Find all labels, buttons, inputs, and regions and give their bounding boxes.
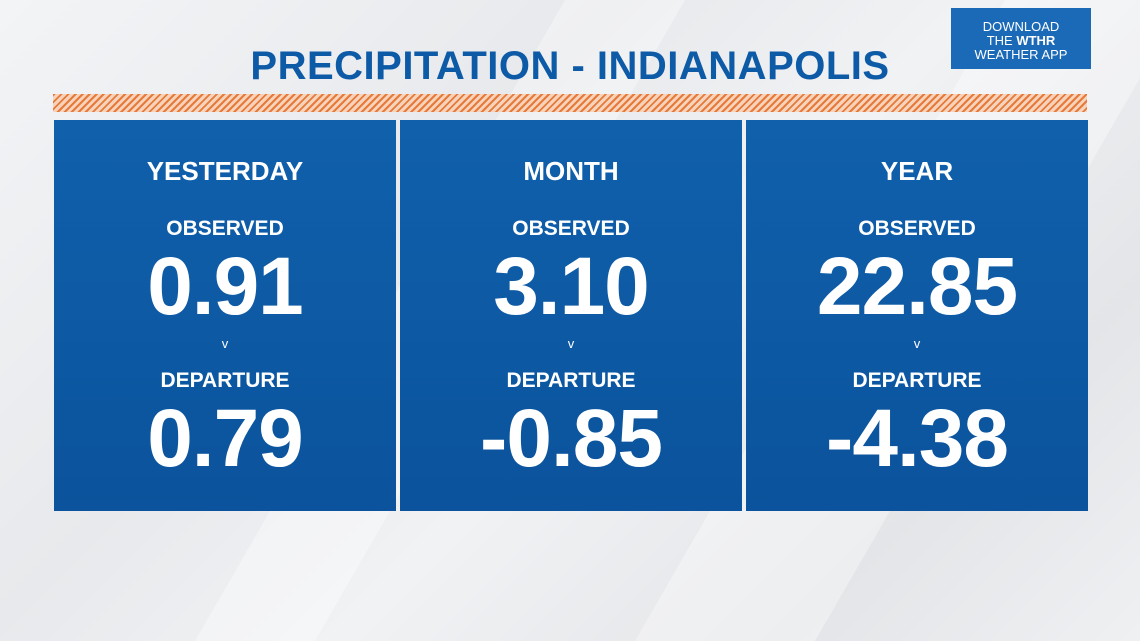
page-title: PRECIPITATION - INDIANAPOLIS [250, 44, 890, 88]
observed-value: 3.10 [493, 241, 650, 332]
decorative-stripe-bar [53, 94, 1087, 112]
panel-heading: MONTH [523, 156, 619, 186]
panel-yesterday: YESTERDAY OBSERVED 0.91 v DEPARTURE 0.79 [54, 120, 396, 511]
badge-line-2-prefix: THE [986, 33, 1017, 48]
departure-label: DEPARTURE [852, 369, 982, 392]
panel-year: YEAR OBSERVED 22.85 v DEPARTURE -4.38 [746, 120, 1088, 511]
separator: v [221, 336, 229, 351]
departure-label: DEPARTURE [506, 369, 636, 392]
departure-value: -4.38 [826, 393, 1009, 484]
panel-heading: YESTERDAY [146, 156, 304, 186]
departure-value: 0.79 [147, 393, 304, 484]
observed-label: OBSERVED [512, 217, 630, 240]
download-app-badge[interactable]: DOWNLOAD THE WTHR WEATHER APP [951, 8, 1091, 69]
separator: v [913, 336, 921, 351]
badge-brand: WTHR [1016, 33, 1056, 48]
departure-label: DEPARTURE [160, 369, 290, 392]
badge-line-1: DOWNLOAD [982, 19, 1060, 34]
badge-line-2: THE WTHR [951, 34, 1091, 48]
badge-line-3: WEATHER APP [974, 47, 1068, 62]
separator: v [567, 336, 575, 351]
observed-value: 22.85 [816, 241, 1018, 332]
panel-month: MONTH OBSERVED 3.10 v DEPARTURE -0.85 [400, 120, 742, 511]
observed-value: 0.91 [147, 241, 304, 332]
observed-label: OBSERVED [858, 217, 976, 240]
panel-heading: YEAR [880, 156, 954, 186]
departure-value: -0.85 [480, 393, 663, 484]
observed-label: OBSERVED [166, 217, 284, 240]
